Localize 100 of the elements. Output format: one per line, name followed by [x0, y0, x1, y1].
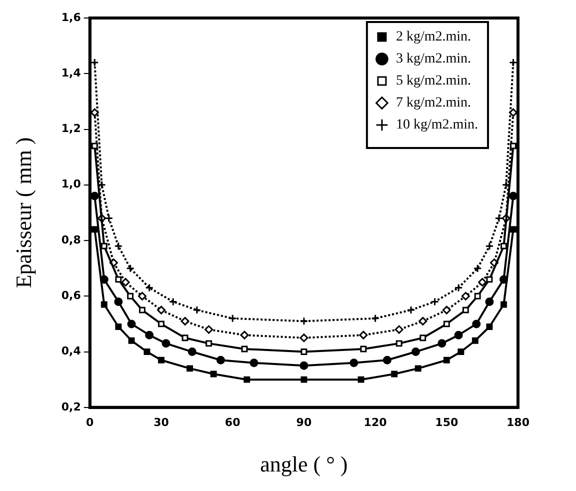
- point: [394, 325, 404, 334]
- point: [144, 348, 150, 355]
- point: [91, 142, 98, 150]
- point: [241, 346, 248, 352]
- point: [206, 340, 212, 347]
- point: [438, 339, 446, 348]
- point: [115, 324, 122, 330]
- point: [240, 330, 249, 340]
- legend-label: 3 kg/m2.min.: [396, 52, 472, 67]
- point: [127, 320, 136, 328]
- point: [510, 142, 516, 150]
- point: [91, 226, 98, 233]
- point: [127, 292, 134, 300]
- x-tick-label: 120: [364, 416, 388, 429]
- point: [473, 264, 482, 273]
- point: [358, 376, 364, 383]
- x-tick-label: 150: [435, 416, 458, 429]
- point: [300, 376, 308, 383]
- y-tick-label: 0,8: [61, 233, 81, 246]
- point: [145, 284, 154, 292]
- point: [443, 320, 450, 328]
- point: [474, 292, 481, 300]
- point: [156, 306, 166, 314]
- point: [192, 306, 202, 314]
- point: [494, 214, 504, 223]
- point: [128, 337, 135, 344]
- x-tick-label: 180: [506, 416, 530, 429]
- y-axis-title: Epaisseur ( mm ): [10, 137, 36, 288]
- point: [100, 242, 108, 250]
- point: [180, 316, 190, 326]
- point: [462, 306, 469, 314]
- point: [162, 339, 170, 348]
- y-tick-label: 1,4: [61, 66, 82, 80]
- point: [158, 320, 164, 328]
- point: [411, 348, 420, 356]
- point: [443, 356, 450, 364]
- point: [145, 330, 154, 340]
- point: [186, 365, 194, 372]
- point: [500, 301, 507, 308]
- point: [104, 214, 114, 223]
- point: [300, 361, 308, 370]
- point: [461, 292, 470, 300]
- point: [508, 108, 518, 117]
- point: [418, 316, 428, 326]
- point: [115, 276, 122, 283]
- point: [138, 292, 146, 300]
- point: [472, 320, 481, 328]
- point: [350, 358, 358, 368]
- point: [478, 278, 487, 286]
- point: [114, 297, 123, 306]
- point: [396, 340, 402, 347]
- point: [300, 348, 308, 355]
- legend-label: 7 kg/m2.min.: [396, 96, 472, 111]
- point: [228, 314, 237, 323]
- point: [100, 301, 108, 308]
- point: [430, 297, 440, 306]
- point: [414, 365, 422, 372]
- y-tick-label: 0,2: [61, 400, 81, 414]
- legend-label: 10 kg/m2.min.: [396, 118, 478, 133]
- x-axis-title: angle ( ° ): [260, 452, 348, 477]
- point: [216, 356, 225, 364]
- point: [168, 297, 178, 306]
- point: [114, 242, 123, 250]
- point: [454, 330, 463, 340]
- point: [158, 356, 164, 364]
- point: [472, 337, 478, 344]
- point: [188, 348, 196, 356]
- point: [485, 297, 494, 306]
- point: [371, 314, 380, 323]
- legend-label: 5 kg/m2.min.: [396, 74, 472, 89]
- point: [485, 242, 494, 250]
- point: [121, 278, 130, 286]
- point: [182, 334, 188, 342]
- point: [138, 306, 146, 314]
- point: [250, 358, 258, 368]
- point: [204, 325, 214, 334]
- y-tick-label: 0,6: [61, 289, 82, 302]
- point: [300, 316, 308, 326]
- y-tick-label: 0,4: [61, 344, 82, 358]
- point: [500, 242, 507, 250]
- point: [486, 276, 493, 283]
- point: [360, 346, 367, 352]
- point: [391, 370, 398, 378]
- legend-label: 2 kg/m2.min.: [396, 30, 472, 45]
- y-tick-label: 1,6: [61, 10, 82, 24]
- point: [126, 264, 135, 273]
- point: [486, 324, 493, 330]
- y-tick-label: 1,0: [61, 178, 82, 191]
- point: [382, 356, 392, 364]
- point: [406, 306, 416, 314]
- y-tick-label: 1,2: [61, 122, 81, 136]
- point: [508, 58, 518, 67]
- point: [442, 306, 451, 314]
- point: [420, 334, 426, 342]
- point: [300, 334, 308, 342]
- point: [508, 192, 518, 200]
- point: [510, 226, 516, 233]
- point: [359, 330, 368, 340]
- point: [244, 376, 250, 383]
- x-tick-label: 60: [224, 416, 241, 429]
